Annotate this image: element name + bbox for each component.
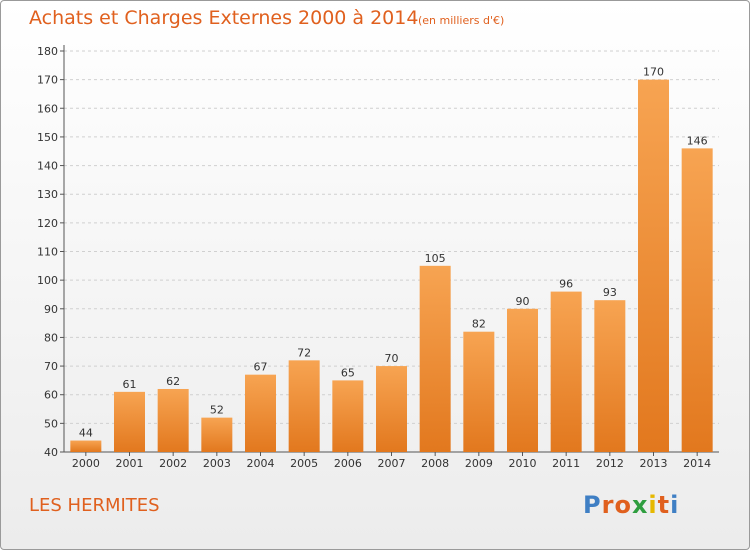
y-tick-label: 130 xyxy=(37,188,58,201)
bar xyxy=(550,291,582,452)
x-tick-label: 2008 xyxy=(421,457,449,470)
data-label: 52 xyxy=(210,404,224,417)
bar xyxy=(201,417,233,452)
data-label: 96 xyxy=(559,278,573,291)
logo-letter: o xyxy=(614,491,632,519)
y-tick-label: 90 xyxy=(44,303,58,316)
y-tick-label: 110 xyxy=(37,246,58,259)
x-tick-label: 2005 xyxy=(290,457,318,470)
y-tick-label: 40 xyxy=(44,446,58,459)
bar xyxy=(157,388,189,452)
y-tick-label: 50 xyxy=(44,417,58,430)
data-label: 93 xyxy=(603,286,617,299)
logo-letter: r xyxy=(601,491,615,519)
bar xyxy=(245,374,276,452)
data-label: 105 xyxy=(425,252,446,265)
y-tick-label: 120 xyxy=(37,217,58,230)
bar xyxy=(681,148,713,452)
location-label: LES HERMITES xyxy=(29,495,160,516)
data-label: 62 xyxy=(166,375,180,388)
data-label: 67 xyxy=(254,361,268,374)
x-tick-label: 2012 xyxy=(596,457,624,470)
x-tick-label: 2009 xyxy=(465,457,493,470)
y-tick-label: 150 xyxy=(37,131,58,144)
bar xyxy=(507,308,538,452)
logo-letter: t xyxy=(657,491,671,519)
logo-letter: x xyxy=(631,491,649,519)
bar xyxy=(332,380,364,452)
y-tick-label: 70 xyxy=(44,360,58,373)
logo-letter: i xyxy=(670,491,680,519)
x-tick-label: 2002 xyxy=(159,457,187,470)
data-label: 146 xyxy=(687,134,708,147)
data-label: 170 xyxy=(643,66,664,79)
bar xyxy=(463,331,495,452)
proxiti-logo: Proxiti xyxy=(583,491,679,519)
x-tick-label: 2004 xyxy=(247,457,275,470)
y-tick-label: 160 xyxy=(37,102,58,115)
data-label: 82 xyxy=(472,318,486,331)
y-tick-label: 60 xyxy=(44,389,58,402)
data-label: 90 xyxy=(516,295,530,308)
bar xyxy=(376,366,407,452)
bar xyxy=(114,391,145,452)
bar xyxy=(288,360,320,452)
chart-title: Achats et Charges Externes 2000 à 2014 xyxy=(29,7,419,29)
x-tick-label: 2014 xyxy=(683,457,711,470)
y-tick-label: 140 xyxy=(37,160,58,173)
x-tick-label: 2000 xyxy=(72,457,100,470)
bar xyxy=(419,265,451,452)
bar xyxy=(594,300,626,452)
data-label: 61 xyxy=(123,378,137,391)
y-tick-label: 170 xyxy=(37,74,58,87)
data-label: 65 xyxy=(341,366,355,379)
chart-unit: (en milliers d'€) xyxy=(418,14,505,27)
x-tick-label: 2001 xyxy=(116,457,144,470)
y-tick-label: 80 xyxy=(44,331,58,344)
y-tick-label: 100 xyxy=(37,274,58,287)
x-tick-label: 2011 xyxy=(552,457,580,470)
x-tick-label: 2003 xyxy=(203,457,231,470)
x-tick-label: 2006 xyxy=(334,457,362,470)
y-tick-label: 180 xyxy=(37,45,58,58)
bar xyxy=(638,79,669,453)
data-label: 44 xyxy=(79,427,93,440)
data-label: 70 xyxy=(385,352,399,365)
bar xyxy=(70,440,102,452)
x-tick-label: 2013 xyxy=(640,457,668,470)
logo-letter: i xyxy=(648,491,658,519)
x-tick-label: 2010 xyxy=(509,457,537,470)
data-label: 72 xyxy=(297,346,311,359)
x-tick-label: 2007 xyxy=(378,457,406,470)
logo-letter: P xyxy=(583,491,602,519)
